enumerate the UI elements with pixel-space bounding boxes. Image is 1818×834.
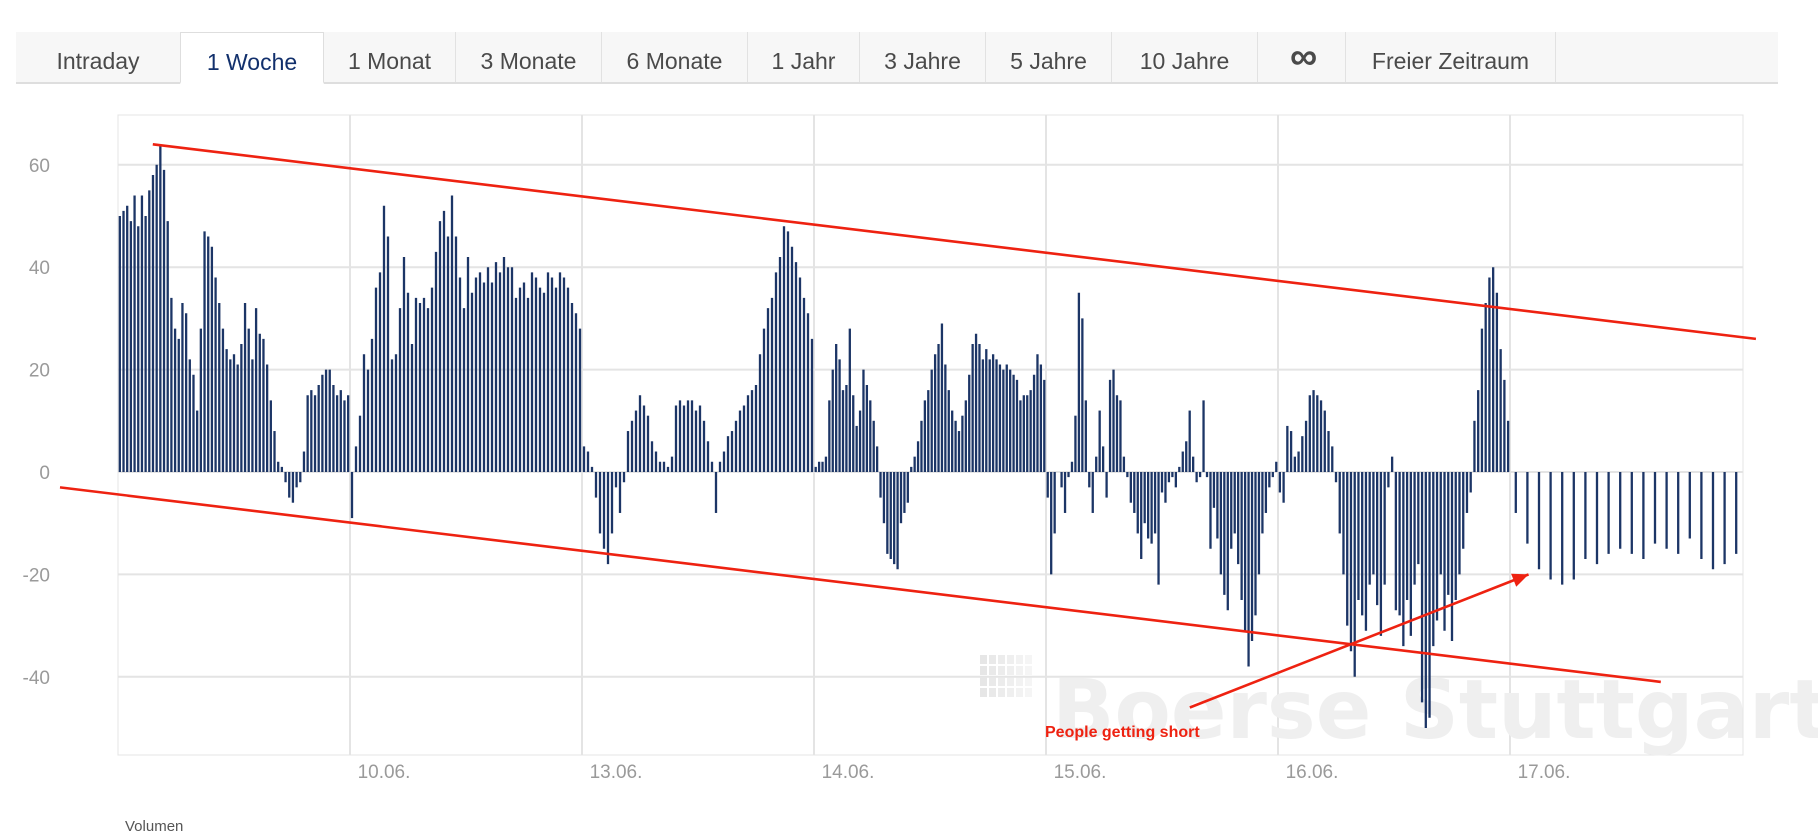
annotation-arrow-head bbox=[1511, 573, 1529, 587]
plot-frame bbox=[117, 114, 1744, 756]
x-axis-labels: 10.06. 13.06. 14.06. 15.06. 16.06. 17.06. bbox=[358, 762, 1571, 783]
tab-intraday[interactable]: Intraday bbox=[16, 32, 180, 82]
tab-10-jahre[interactable]: 10 Jahre bbox=[1112, 32, 1258, 82]
y-tick-label: -20 bbox=[23, 565, 50, 586]
watermark-logo-cell bbox=[1016, 655, 1023, 664]
tab-freier-zeitraum[interactable]: Freier Zeitraum bbox=[1346, 32, 1556, 82]
tab-3-jahre[interactable]: 3 Jahre bbox=[860, 32, 986, 82]
volumen-label: Volumen bbox=[125, 818, 184, 834]
watermark-logo-cell bbox=[1007, 677, 1014, 686]
x-tick-label: 16.06. bbox=[1286, 762, 1339, 783]
watermark-logo-cell bbox=[1025, 655, 1032, 664]
tab-label: Intraday bbox=[56, 48, 140, 74]
y-tick-label: 20 bbox=[29, 361, 50, 382]
tab-label: 6 Monate bbox=[626, 48, 723, 74]
boerse-stuttgart-watermark: Boerse Stuttgart bbox=[980, 655, 1818, 758]
x-tick-label: 14.06. bbox=[822, 762, 875, 783]
watermark-logo-cell bbox=[980, 666, 987, 675]
x-tick-label: 10.06. bbox=[358, 762, 411, 783]
tab-label: 3 Jahre bbox=[884, 48, 961, 74]
volume-bars bbox=[118, 144, 1738, 728]
tab-label: 1 Jahr bbox=[771, 48, 836, 74]
watermark-logo-cell bbox=[1025, 677, 1032, 686]
tab-1-jahr[interactable]: 1 Jahr bbox=[748, 32, 860, 82]
watermark-logo-cell bbox=[980, 655, 987, 664]
watermark-logo-cell bbox=[1016, 677, 1023, 686]
watermark-logo-cell bbox=[998, 677, 1005, 686]
timeframe-tabs: Intraday 1 Woche 1 Monat 3 Monate 6 Monate 1 … bbox=[16, 32, 1778, 84]
tab-label: Freier Zeitraum bbox=[1371, 48, 1530, 74]
watermark-logo-cell bbox=[1007, 666, 1014, 675]
y-tick-label: 60 bbox=[29, 156, 50, 177]
y-tick-label: -40 bbox=[23, 668, 50, 689]
watermark-logo-cell bbox=[998, 655, 1005, 664]
y-tick-label: 40 bbox=[29, 258, 50, 279]
trendlines bbox=[59, 143, 1757, 684]
watermark-logo-cell bbox=[1016, 666, 1023, 675]
y-axis-labels: 60 40 20 0 -20 -40 bbox=[23, 156, 50, 689]
watermark-logo-cell bbox=[980, 688, 987, 697]
x-tick-label: 17.06. bbox=[1518, 762, 1571, 783]
watermark-logo-cell bbox=[989, 677, 996, 686]
tab-label: 1 Woche bbox=[206, 49, 298, 75]
tab-5-jahre[interactable]: 5 Jahre bbox=[986, 32, 1112, 82]
tab-label: 1 Monat bbox=[347, 48, 432, 74]
tab-all-time[interactable]: ∞ bbox=[1258, 32, 1346, 82]
watermark-logo-cell bbox=[998, 666, 1005, 675]
trendline bbox=[152, 143, 1757, 341]
watermark-logo-cell bbox=[1016, 688, 1023, 697]
tab-1-monat[interactable]: 1 Monat bbox=[324, 32, 456, 82]
watermark-text: Boerse Stuttgart bbox=[1052, 663, 1818, 758]
x-tick-label: 15.06. bbox=[1054, 762, 1107, 783]
tab-label: 5 Jahre bbox=[1010, 48, 1087, 74]
watermark-logo-cell bbox=[989, 666, 996, 675]
watermark-logo-cell bbox=[1007, 655, 1014, 664]
annotation: People getting short bbox=[1045, 573, 1530, 741]
annotation-arrow-line bbox=[1189, 573, 1530, 709]
tab-label: ∞ bbox=[1289, 36, 1317, 78]
tab-6-monate[interactable]: 6 Monate bbox=[602, 32, 748, 82]
x-tick-label: 13.06. bbox=[590, 762, 643, 783]
annotation-text: People getting short bbox=[1045, 724, 1200, 741]
tab-3-monate[interactable]: 3 Monate bbox=[456, 32, 602, 82]
tab-label: 10 Jahre bbox=[1139, 48, 1230, 74]
trendline bbox=[59, 486, 1661, 684]
watermark-logo-cell bbox=[989, 688, 996, 697]
watermark-logo-cell bbox=[989, 655, 996, 664]
tab-label: 3 Monate bbox=[480, 48, 577, 74]
tab-1-woche[interactable]: 1 Woche bbox=[180, 32, 324, 84]
watermark-logo-cell bbox=[1025, 666, 1032, 675]
watermark-logo-cell bbox=[1025, 688, 1032, 697]
y-tick-label: 0 bbox=[39, 463, 50, 484]
watermark-logo-cell bbox=[998, 688, 1005, 697]
chart-grid bbox=[117, 114, 1744, 756]
watermark-logo-cell bbox=[980, 677, 987, 686]
watermark-logo-cell bbox=[1007, 688, 1014, 697]
